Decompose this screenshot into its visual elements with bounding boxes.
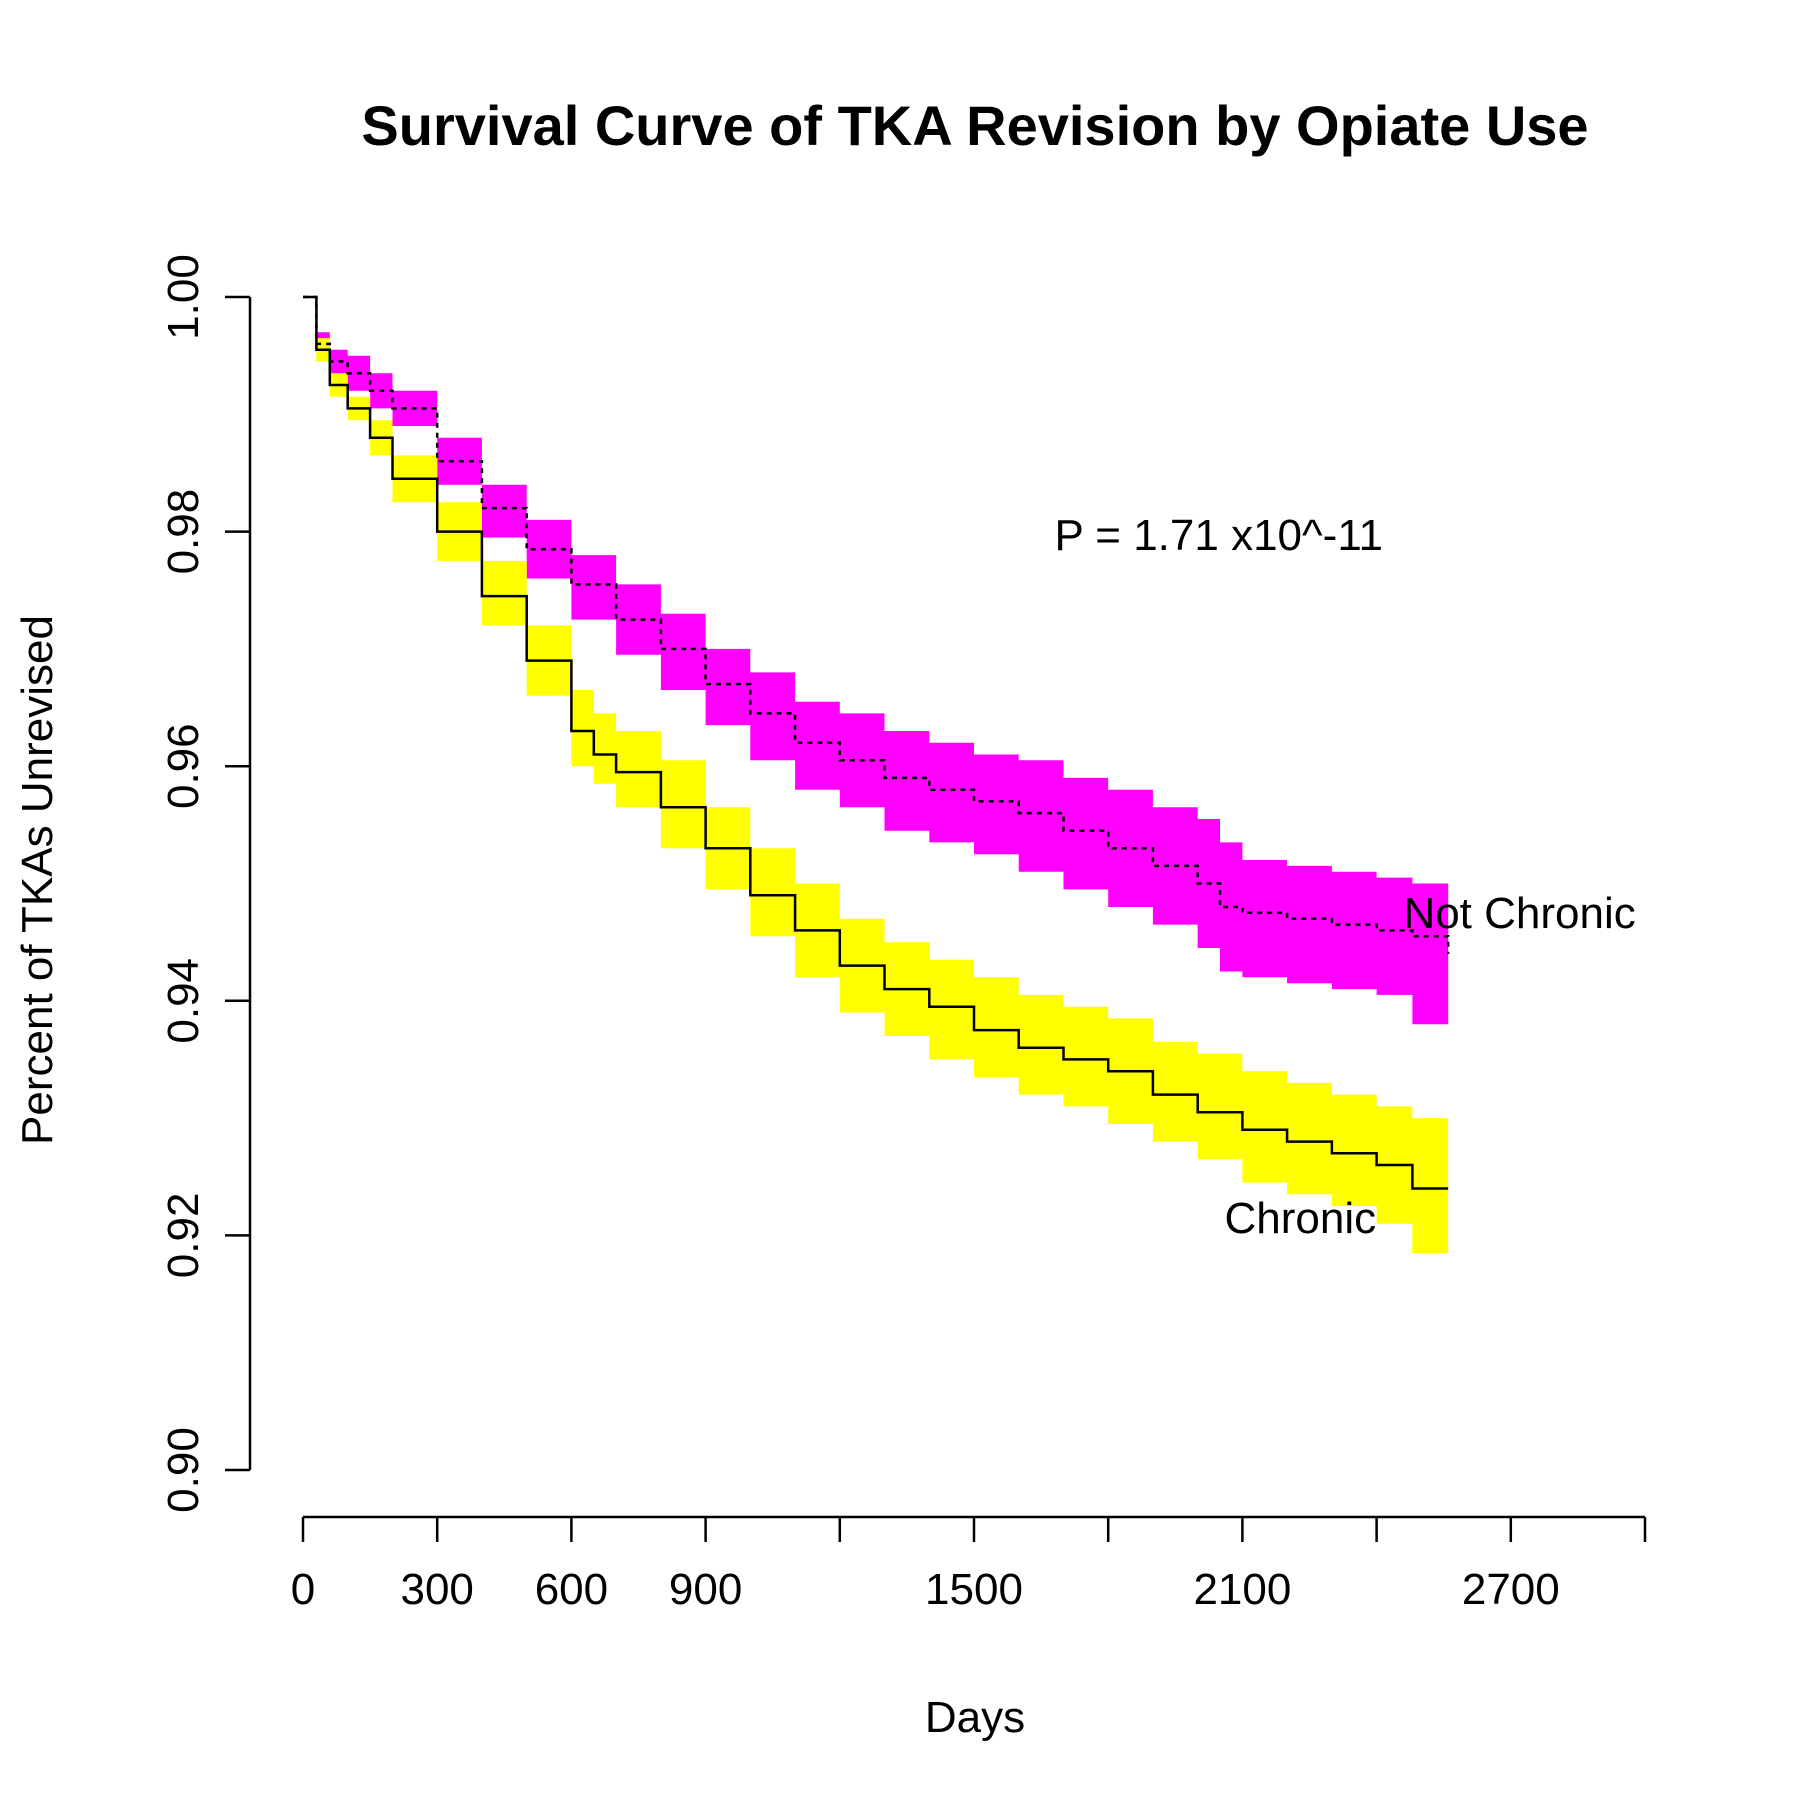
y-tick-label: 0.98 (159, 489, 208, 575)
x-tick-label: 2100 (1193, 1565, 1291, 1614)
x-axis: 0 300 600 900 1500 2100 2700 (291, 1515, 1647, 1614)
y-tick-label: 0.94 (159, 958, 208, 1044)
chronic-survival-line (303, 295, 1449, 1190)
chronic-confidence-band (303, 297, 1449, 1253)
x-tick-label: 900 (669, 1565, 742, 1614)
x-tick-label: 300 (400, 1565, 473, 1614)
not-chronic-series-label: Not Chronic (1403, 889, 1635, 938)
chart-title: Survival Curve of TKA Revision by Opiate… (361, 94, 1588, 157)
y-axis: 0.90 0.92 0.94 0.96 0.98 1.00 (159, 254, 252, 1513)
p-value-annotation: P = 1.71 x10^-11 (1055, 511, 1383, 560)
x-tick-label: 2700 (1462, 1565, 1560, 1614)
not-chronic-confidence-band (303, 297, 1449, 1025)
y-axis-label: Percent of TKAs Unrevised (13, 615, 62, 1145)
y-tick-label: 0.92 (159, 1193, 208, 1279)
y-tick-label: 1.00 (159, 254, 208, 340)
survival-lines (303, 295, 1450, 1190)
y-tick-label: 0.96 (159, 723, 208, 809)
x-tick-label: 1500 (925, 1565, 1023, 1614)
annotations: Not Chronic Chronic P = 1.71 x10^-11 (1055, 511, 1636, 1243)
chronic-series-label: Chronic (1225, 1194, 1377, 1243)
not-chronic-survival-line (303, 295, 1450, 954)
y-tick-label: 0.90 (159, 1427, 208, 1513)
x-tick-label: 0 (291, 1565, 315, 1614)
confidence-bands (303, 297, 1449, 1253)
x-tick-label: 600 (535, 1565, 608, 1614)
x-axis-label: Days (925, 1693, 1025, 1742)
